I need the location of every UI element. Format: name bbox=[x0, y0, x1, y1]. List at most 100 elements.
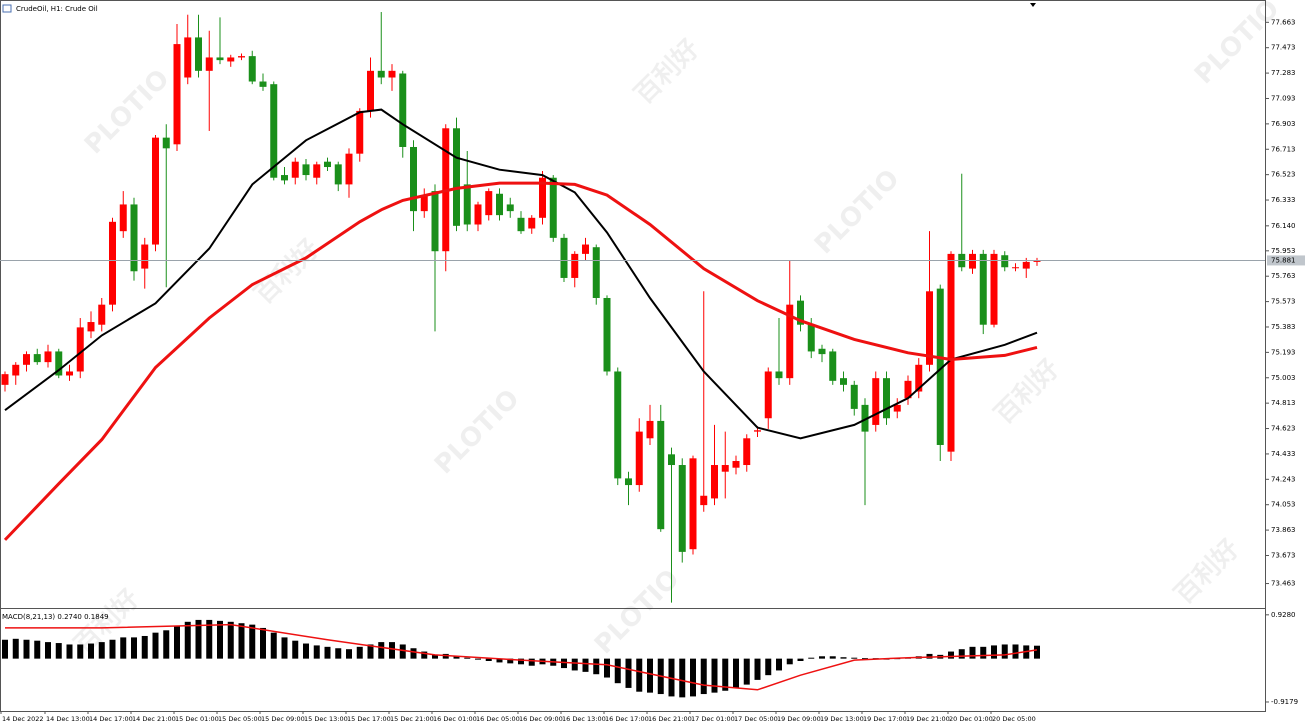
macd-bar bbox=[217, 620, 223, 659]
macd-bar bbox=[797, 658, 804, 661]
candle-body bbox=[657, 420, 665, 530]
candle-body bbox=[926, 291, 933, 365]
macd-bar bbox=[636, 658, 643, 692]
candle-body bbox=[463, 184, 471, 225]
candle-body bbox=[861, 404, 869, 432]
candle-body bbox=[539, 177, 546, 218]
candle-body bbox=[721, 465, 729, 472]
y-tick-label: 77.093 bbox=[1271, 94, 1296, 102]
current-price-box bbox=[1267, 255, 1305, 266]
macd-bar bbox=[313, 645, 320, 659]
x-tick-label: 20 Dec 05:00 bbox=[992, 715, 1036, 723]
x-tick-label: 16 Dec 13:00 bbox=[562, 715, 606, 723]
x-tick-label: 15 Dec 13:00 bbox=[304, 715, 348, 723]
candle-body bbox=[904, 380, 912, 399]
candle-body bbox=[1033, 260, 1041, 262]
macd-signal bbox=[5, 623, 1038, 691]
macd-bar bbox=[582, 658, 589, 672]
x-tick-label: 19 Dec 21:00 bbox=[906, 715, 950, 723]
candle-body bbox=[33, 354, 41, 363]
macd-bar bbox=[862, 658, 868, 660]
candle-body bbox=[850, 384, 858, 409]
candle-body bbox=[23, 354, 30, 365]
candle-body bbox=[195, 37, 202, 71]
macd-bar bbox=[1012, 644, 1019, 659]
candle-body bbox=[678, 465, 686, 552]
candle-body bbox=[152, 137, 159, 245]
macd-bar bbox=[23, 639, 30, 659]
candle-body bbox=[936, 288, 944, 445]
candle-body bbox=[1, 374, 9, 385]
candle-body bbox=[431, 191, 439, 252]
y-tick-label: 0.9280 bbox=[1271, 611, 1296, 619]
candle-body bbox=[109, 221, 116, 305]
y-tick-label: 77.283 bbox=[1271, 69, 1296, 77]
macd-bar bbox=[163, 630, 170, 659]
candle-body bbox=[754, 430, 761, 432]
macd-bar bbox=[690, 658, 696, 697]
candle-body bbox=[818, 348, 826, 355]
candle-body bbox=[743, 438, 751, 466]
y-tick-label: 74.053 bbox=[1271, 501, 1296, 509]
candle-body bbox=[893, 404, 901, 412]
candle-body bbox=[227, 57, 235, 62]
candle-body bbox=[453, 128, 460, 226]
y-tick-label: 73.463 bbox=[1271, 580, 1296, 588]
macd-bar bbox=[948, 651, 954, 659]
candle-body bbox=[399, 73, 407, 147]
candle-body bbox=[990, 253, 998, 325]
candle-body bbox=[496, 193, 503, 216]
candle-body bbox=[270, 84, 278, 178]
y-tick-label: 76.713 bbox=[1271, 145, 1296, 153]
x-tick-label: 15 Dec 21:00 bbox=[390, 715, 434, 723]
macd-bar bbox=[141, 635, 148, 659]
candle-body bbox=[44, 351, 52, 363]
macd-bar bbox=[367, 644, 374, 659]
macd-bar bbox=[743, 658, 750, 685]
x-tick-label: 14 Dec 17:00 bbox=[89, 715, 133, 723]
candle-body bbox=[582, 244, 589, 254]
moving-average bbox=[4, 108, 1038, 440]
macd-bar bbox=[754, 658, 761, 680]
y-tick-label: 75.383 bbox=[1271, 323, 1296, 331]
candle-body bbox=[689, 458, 697, 550]
x-tick-label: 15 Dec 05:00 bbox=[218, 715, 262, 723]
macd-bar bbox=[88, 643, 94, 659]
macd-bar bbox=[958, 649, 965, 659]
candle-body bbox=[732, 461, 740, 468]
candle-body bbox=[764, 371, 772, 419]
macd-bar bbox=[786, 658, 793, 665]
macd-bar bbox=[109, 639, 116, 659]
y-tick-label: 75.573 bbox=[1271, 298, 1296, 306]
x-tick-label: 17 Dec 05:00 bbox=[734, 715, 778, 723]
y-tick-label: 75.193 bbox=[1271, 348, 1296, 356]
macd-bar bbox=[485, 658, 492, 661]
macd-bar bbox=[518, 658, 524, 665]
macd-bar bbox=[195, 619, 202, 659]
candle-body bbox=[248, 56, 256, 82]
candle-body bbox=[162, 137, 170, 149]
candle-body bbox=[356, 110, 364, 154]
x-tick-label: 16 Dec 09:00 bbox=[519, 715, 563, 723]
y-tick-label: 76.523 bbox=[1271, 171, 1296, 179]
candle-body bbox=[345, 153, 353, 185]
macd-bar bbox=[1034, 645, 1040, 659]
x-tick-label: 14 Dec 13:00 bbox=[46, 715, 90, 723]
x-tick-label: 14 Dec 2022 bbox=[2, 715, 44, 723]
candle-body bbox=[87, 322, 95, 332]
candle-body bbox=[119, 204, 127, 232]
candle-body bbox=[700, 495, 708, 506]
candle-body bbox=[410, 146, 417, 212]
candle-body bbox=[281, 175, 288, 181]
macd-bar bbox=[528, 658, 535, 666]
macd-bar bbox=[270, 632, 277, 659]
macd-bar bbox=[410, 648, 417, 659]
x-tick-label: 14 Dec 21:00 bbox=[132, 715, 176, 723]
macd-bar bbox=[668, 658, 675, 697]
macd-bar bbox=[464, 657, 471, 659]
candle-body bbox=[238, 56, 245, 58]
candle-body bbox=[313, 164, 321, 178]
macd-bar bbox=[475, 658, 481, 660]
x-tick-label: 15 Dec 01:00 bbox=[175, 715, 219, 723]
candle-body bbox=[571, 253, 579, 278]
